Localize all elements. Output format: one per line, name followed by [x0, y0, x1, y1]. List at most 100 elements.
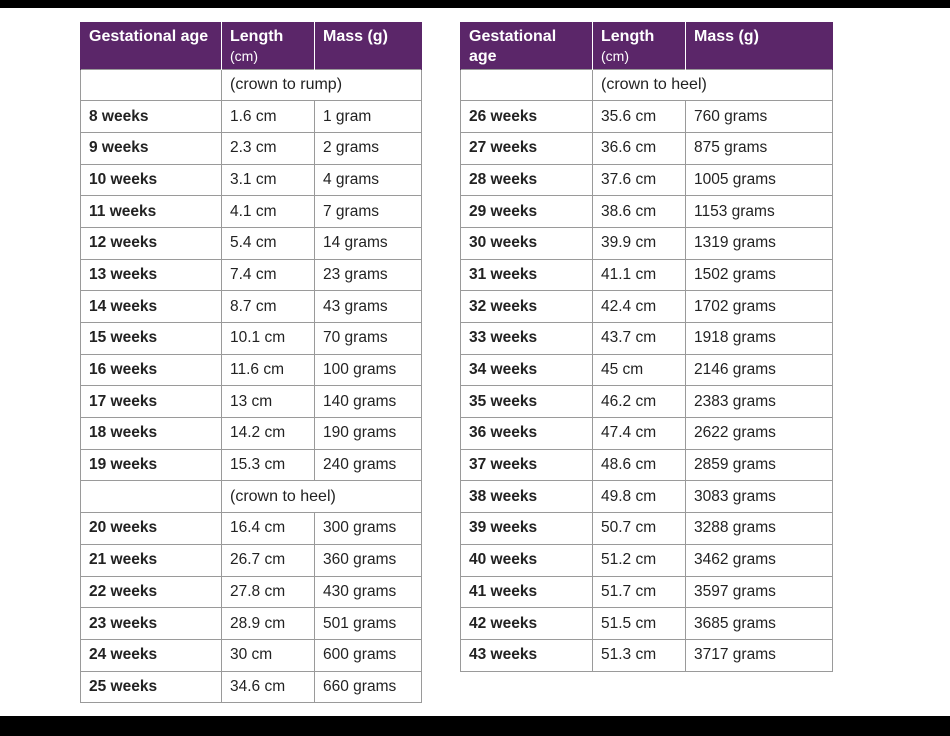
section-label: (crown to heel): [221, 480, 422, 514]
age-cell: 31 weeks: [460, 258, 593, 292]
length-cell: 5.4 cm: [221, 226, 315, 260]
section-empty-cell: [460, 68, 593, 102]
table-row: 14 weeks 8.7 cm 43 grams: [80, 290, 422, 323]
length-cell: 26.7 cm: [221, 543, 315, 577]
length-cell: 39.9 cm: [592, 226, 686, 260]
age-cell: 37 weeks: [460, 448, 593, 482]
mass-cell: 7 grams: [314, 195, 422, 228]
mass-cell: 2146 grams: [685, 353, 833, 387]
length-cell: 34.6 cm: [221, 670, 315, 704]
age-cell: 19 weeks: [80, 448, 222, 482]
mass-cell: 2622 grams: [685, 417, 833, 450]
table-row: 19 weeks 15.3 cm 240 grams: [80, 448, 422, 482]
mass-cell: 2 grams: [314, 131, 422, 165]
mass-cell: 430 grams: [314, 575, 422, 609]
length-cell: 3.1 cm: [221, 163, 315, 197]
length-cell: 48.6 cm: [592, 448, 686, 482]
age-cell: 29 weeks: [460, 195, 593, 228]
age-cell: 42 weeks: [460, 607, 593, 640]
length-cell: 4.1 cm: [221, 195, 315, 228]
table-row: 13 weeks 7.4 cm 23 grams: [80, 258, 422, 292]
table-row: 20 weeks 16.4 cm 300 grams: [80, 512, 422, 545]
table-row: 40 weeks 51.2 cm 3462 grams: [460, 543, 833, 577]
age-cell: 12 weeks: [80, 226, 222, 260]
age-cell: 41 weeks: [460, 575, 593, 609]
length-cell: 1.6 cm: [221, 100, 315, 133]
table-row: 39 weeks 50.7 cm 3288 grams: [460, 512, 833, 545]
section-empty-cell: [80, 68, 222, 102]
mass-cell: 300 grams: [314, 512, 422, 545]
table-row: 37 weeks 48.6 cm 2859 grams: [460, 448, 833, 482]
length-cell: 49.8 cm: [592, 480, 686, 514]
length-cell: 11.6 cm: [221, 353, 315, 387]
mass-cell: 2859 grams: [685, 448, 833, 482]
age-cell: 43 weeks: [460, 638, 593, 672]
length-cell: 13 cm: [221, 385, 315, 419]
length-cell: 46.2 cm: [592, 385, 686, 419]
age-cell: 9 weeks: [80, 131, 222, 165]
age-cell: 34 weeks: [460, 353, 593, 387]
mass-cell: 3462 grams: [685, 543, 833, 577]
mass-cell: 360 grams: [314, 543, 422, 577]
length-cell: 15.3 cm: [221, 448, 315, 482]
mass-cell: 1702 grams: [685, 290, 833, 323]
table-row: 33 weeks 43.7 cm 1918 grams: [460, 322, 833, 355]
header-length-label: Length: [601, 28, 655, 45]
length-cell: 10.1 cm: [221, 322, 315, 355]
age-cell: 23 weeks: [80, 607, 222, 640]
mass-cell: 660 grams: [314, 670, 422, 704]
header-row: Gestational age Length (cm) Mass (g): [460, 22, 833, 69]
age-cell: 27 weeks: [460, 131, 593, 165]
table-row: 36 weeks 47.4 cm 2622 grams: [460, 417, 833, 450]
section-label: (crown to heel): [592, 68, 833, 102]
table-row: 8 weeks 1.6 cm 1 gram: [80, 100, 422, 133]
age-cell: 15 weeks: [80, 322, 222, 355]
age-cell: 21 weeks: [80, 543, 222, 577]
mass-cell: 3717 grams: [685, 638, 833, 672]
section-label: (crown to rump): [221, 68, 422, 102]
table-row: 43 weeks 51.3 cm 3717 grams: [460, 638, 833, 672]
table-row: 34 weeks 45 cm 2146 grams: [460, 353, 833, 387]
table-row: 30 weeks 39.9 cm 1319 grams: [460, 226, 833, 260]
age-cell: 26 weeks: [460, 100, 593, 133]
table-row: 41 weeks 51.7 cm 3597 grams: [460, 575, 833, 609]
table-row: 31 weeks 41.1 cm 1502 grams: [460, 258, 833, 292]
table-row: 16 weeks 11.6 cm 100 grams: [80, 353, 422, 387]
table-row: 27 weeks 36.6 cm 875 grams: [460, 131, 833, 165]
mass-cell: 4 grams: [314, 163, 422, 197]
mass-cell: 760 grams: [685, 100, 833, 133]
mass-cell: 240 grams: [314, 448, 422, 482]
age-cell: 28 weeks: [460, 163, 593, 197]
table-row: 25 weeks 34.6 cm 660 grams: [80, 670, 422, 704]
length-cell: 28.9 cm: [221, 607, 315, 640]
length-cell: 51.5 cm: [592, 607, 686, 640]
header-mass: Mass (g): [685, 22, 833, 69]
mass-cell: 190 grams: [314, 417, 422, 450]
bottom-frame-bar: [0, 716, 950, 736]
table-row: 28 weeks 37.6 cm 1005 grams: [460, 163, 833, 197]
mass-cell: 43 grams: [314, 290, 422, 323]
length-cell: 47.4 cm: [592, 417, 686, 450]
table-row: 21 weeks 26.7 cm 360 grams: [80, 543, 422, 577]
age-cell: 25 weeks: [80, 670, 222, 704]
age-cell: 24 weeks: [80, 638, 222, 672]
length-cell: 36.6 cm: [592, 131, 686, 165]
mass-cell: 140 grams: [314, 385, 422, 419]
length-cell: 51.7 cm: [592, 575, 686, 609]
age-cell: 17 weeks: [80, 385, 222, 419]
mass-cell: 100 grams: [314, 353, 422, 387]
length-cell: 41.1 cm: [592, 258, 686, 292]
length-cell: 7.4 cm: [221, 258, 315, 292]
table-row: 17 weeks 13 cm 140 grams: [80, 385, 422, 419]
age-cell: 36 weeks: [460, 417, 593, 450]
table-row: 42 weeks 51.5 cm 3685 grams: [460, 607, 833, 640]
length-cell: 30 cm: [221, 638, 315, 672]
mass-cell: 501 grams: [314, 607, 422, 640]
header-length-unit: (cm): [601, 48, 629, 64]
header-length-label: Length: [230, 28, 284, 45]
age-cell: 14 weeks: [80, 290, 222, 323]
header-gestational-age: Gestational age: [460, 22, 593, 69]
length-cell: 42.4 cm: [592, 290, 686, 323]
header-length-unit: (cm): [230, 48, 258, 64]
mass-cell: 3288 grams: [685, 512, 833, 545]
